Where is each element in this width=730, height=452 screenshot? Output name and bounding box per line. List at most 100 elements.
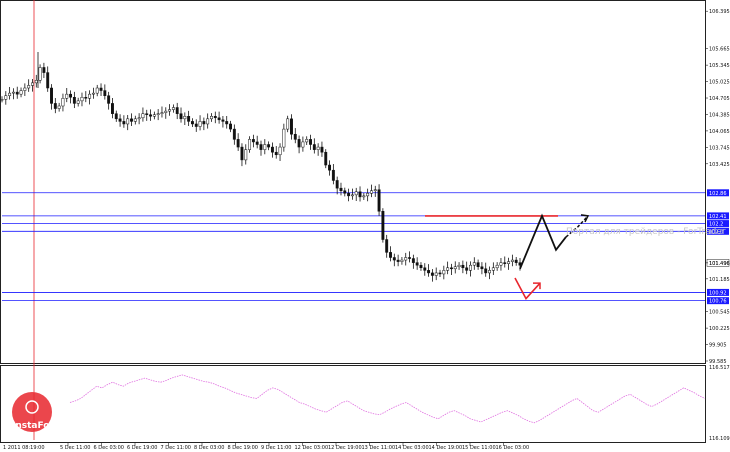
candle-body (430, 272, 434, 276)
candle-body (404, 257, 408, 261)
candle-body (358, 191, 362, 198)
candle-body (99, 87, 103, 91)
candle-body (427, 270, 431, 274)
x-tick-label: 6 Dec 03:00 (94, 445, 124, 451)
candle-body (461, 264, 465, 269)
current-price-label: 101.496 (709, 261, 730, 267)
candle-body (103, 90, 107, 96)
level-label: 102.0 (709, 229, 723, 235)
candle-body (53, 103, 57, 109)
x-tick-label: 14 Dec 19:00 (429, 445, 463, 451)
candle-body (213, 116, 217, 119)
candle-body (133, 118, 137, 122)
candle-body (469, 264, 472, 271)
candle-body (232, 128, 236, 140)
candle-body (130, 118, 133, 122)
candle-body (274, 151, 278, 156)
candle-body (152, 114, 156, 117)
candle-body (411, 258, 415, 263)
candle-body (301, 141, 305, 148)
candle-body (11, 91, 15, 94)
candle-body (156, 113, 160, 115)
candle-body (499, 262, 503, 266)
x-tick-label: 7 Dec 11:00 (161, 445, 191, 451)
candle-body (236, 139, 240, 148)
candle-body (293, 133, 297, 140)
candle-body (366, 193, 370, 197)
level-label: 102.2 (709, 222, 723, 228)
candle-body (255, 141, 259, 145)
candle-body (278, 146, 282, 156)
candle-body (396, 259, 400, 262)
candle-body (434, 272, 438, 276)
candle-body (0, 99, 4, 101)
indicator-series (69, 374, 706, 424)
candle-body (107, 95, 111, 104)
candle-body (259, 144, 263, 150)
candle-body (149, 114, 152, 117)
candle-body (206, 118, 210, 125)
candle-body (194, 123, 198, 127)
arrow-down-icon (533, 282, 541, 290)
candle-body (164, 110, 168, 113)
candle-body (415, 262, 419, 266)
candle-body (8, 92, 12, 96)
candle-body (183, 116, 187, 120)
candle-body (141, 113, 145, 119)
y-tick-label: 100.545 (709, 310, 730, 316)
candle-body (31, 82, 34, 86)
x-tick-label: 9 Dec 11:00 (261, 445, 291, 451)
candle-body (198, 121, 202, 127)
candle-body (400, 259, 404, 262)
candle-body (160, 112, 164, 114)
level-label-bg (707, 220, 729, 228)
candle-body (19, 90, 23, 95)
candle-body (331, 169, 335, 181)
logo-text: InstaForex (12, 421, 66, 431)
candle-body (15, 91, 19, 95)
level-label-bg (707, 227, 729, 235)
candle-body (507, 261, 511, 264)
level-label: 100.76 (709, 299, 727, 305)
candle-body (339, 187, 343, 191)
y-tick-label: 105.345 (709, 63, 730, 69)
candle-body (76, 100, 80, 104)
candle-body (449, 267, 453, 270)
candle-body (510, 259, 514, 262)
candle-body (248, 139, 252, 150)
chart-frame (0, 0, 706, 364)
candle-body (122, 121, 126, 125)
candle-body (316, 146, 320, 150)
y-tick-label: 99.905 (709, 343, 727, 349)
candle-body (290, 118, 293, 135)
candle-body (72, 97, 76, 104)
candle-body (347, 193, 351, 197)
candle-body (453, 266, 457, 270)
y-tick-label: 103.745 (709, 145, 730, 151)
candle-body (46, 72, 50, 89)
candle-body (171, 107, 175, 110)
candle-body (23, 87, 27, 91)
candle-body (324, 151, 328, 166)
candle-body (389, 252, 392, 258)
indicator-tick-label: 116.517 (709, 365, 730, 371)
level-label-bg (707, 212, 729, 220)
candle-body (84, 97, 88, 99)
candle-body (111, 103, 114, 114)
candle-body (446, 267, 450, 271)
candle-body (373, 189, 377, 191)
candle-body (305, 139, 309, 143)
candle-body (221, 119, 225, 122)
candle-body (263, 144, 267, 150)
candle-body (419, 264, 423, 269)
y-tick-label: 105.665 (709, 47, 730, 53)
candlestick-series (0, 52, 522, 282)
candle-body (350, 194, 354, 197)
watermark-text: Портал для трейдеров - ForTrader (566, 227, 726, 237)
level-label: 102.41 (709, 214, 727, 220)
candle-body (488, 270, 491, 274)
candle-body (362, 195, 366, 198)
candle-body (217, 117, 221, 121)
candle-body (168, 109, 172, 112)
